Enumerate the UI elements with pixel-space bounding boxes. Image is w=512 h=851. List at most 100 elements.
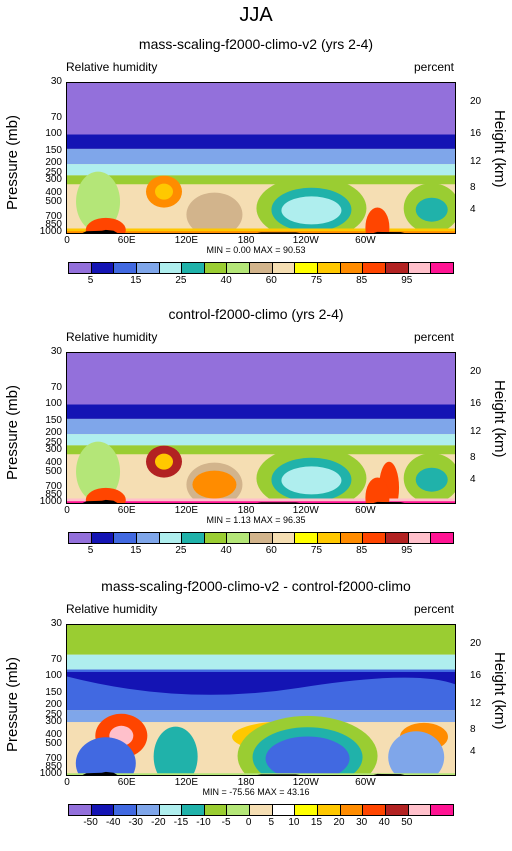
colorbar-label: 15 bbox=[310, 817, 323, 828]
panel-title: control-f2000-climo (yrs 2-4) bbox=[168, 306, 344, 322]
min-max-label: MIN = 1.13 MAX = 96.35 bbox=[206, 515, 306, 525]
colorbar-label: 25 bbox=[175, 275, 187, 286]
colorbar-swatch bbox=[91, 805, 115, 815]
panel-title: mass-scaling-f2000-climo-v2 - control-f2… bbox=[101, 578, 411, 594]
y-tick-label: 400 bbox=[45, 186, 62, 198]
field-contour bbox=[76, 441, 121, 502]
topography-shape bbox=[82, 499, 118, 503]
colorbar-label: 0 bbox=[245, 817, 252, 828]
field-band bbox=[67, 175, 455, 185]
field-band bbox=[67, 164, 455, 176]
y-tick-label: 30 bbox=[50, 346, 62, 357]
y-axis-title: Pressure (mb) bbox=[4, 384, 21, 480]
y2-axis-title: Height (km) bbox=[491, 652, 508, 730]
y-tick-label: 850 bbox=[45, 219, 62, 231]
colorbar-label: -50 bbox=[83, 817, 98, 828]
y2-tick-label: 12 bbox=[470, 156, 482, 168]
colorbar-swatch bbox=[204, 533, 228, 543]
colorbar-swatch bbox=[69, 533, 92, 543]
colorbar-swatch bbox=[295, 263, 319, 273]
colorbar-swatch bbox=[114, 263, 137, 273]
x-tick-label: 180 bbox=[237, 505, 255, 516]
y-tick-label: 850 bbox=[45, 761, 62, 773]
y-tick-label: 400 bbox=[45, 456, 62, 468]
contour-field bbox=[67, 83, 455, 233]
y-tick-label: 850 bbox=[45, 489, 62, 501]
y-tick-label: 500 bbox=[45, 196, 62, 208]
y-tick-label: 300 bbox=[45, 174, 62, 186]
x-tick-label: 120E bbox=[174, 777, 199, 788]
x-tick-label: 60W bbox=[355, 235, 376, 246]
field-contour bbox=[192, 470, 237, 499]
colorbar-swatch bbox=[272, 533, 296, 543]
colorbar-swatch bbox=[250, 263, 273, 273]
y2-tick-label: 20 bbox=[470, 96, 482, 108]
field-contour bbox=[415, 197, 448, 222]
units-label: percent bbox=[413, 330, 454, 344]
colorbar-swatch bbox=[408, 263, 432, 273]
colorbar bbox=[68, 532, 454, 544]
colorbar-label: 40 bbox=[220, 545, 232, 556]
topography-shape bbox=[373, 773, 405, 775]
y-tick-label: 100 bbox=[45, 669, 62, 681]
x-tick-label: 180 bbox=[237, 235, 255, 246]
colorbar-swatch bbox=[385, 805, 409, 815]
contour-field bbox=[67, 353, 455, 503]
y2-tick-label: 12 bbox=[470, 426, 482, 438]
colorbar-swatch bbox=[318, 263, 341, 273]
colorbar-label: -20 bbox=[151, 817, 166, 828]
y-tick-label: 70 bbox=[50, 382, 62, 394]
field-contour bbox=[75, 737, 136, 775]
boundary-layer-band bbox=[67, 773, 455, 775]
colorbar-label: 5 bbox=[268, 817, 275, 828]
contour-field bbox=[67, 625, 455, 775]
variable-label: Relative humidity bbox=[66, 330, 158, 344]
colorbar-label: -10 bbox=[196, 817, 211, 828]
boundary-layer-band bbox=[67, 228, 455, 233]
field-contour bbox=[186, 192, 243, 233]
colorbar-swatch bbox=[182, 533, 205, 543]
y-tick-label: 300 bbox=[45, 716, 62, 728]
y-tick-label: 500 bbox=[45, 466, 62, 478]
x-tick-label: 120E bbox=[174, 505, 199, 516]
y2-tick-label: 20 bbox=[470, 638, 482, 650]
colorbar-label: 85 bbox=[356, 275, 368, 286]
units-label: percent bbox=[413, 602, 454, 616]
colorbar bbox=[68, 804, 454, 816]
y2-axis-title: Height (km) bbox=[491, 110, 508, 188]
colorbar-swatch bbox=[272, 805, 296, 815]
colorbar-label: 95 bbox=[401, 545, 413, 556]
colorbar-swatch bbox=[363, 805, 386, 815]
field-contour bbox=[85, 487, 126, 503]
y2-tick-label: 20 bbox=[470, 366, 482, 378]
topography-shape bbox=[82, 229, 118, 233]
y-tick-label: 100 bbox=[45, 397, 62, 409]
x-tick-label: 60E bbox=[117, 235, 136, 246]
colorbar-swatch bbox=[182, 263, 205, 273]
colorbar-label: 60 bbox=[265, 545, 277, 556]
colorbar-swatch bbox=[227, 263, 251, 273]
y-tick-label: 700 bbox=[45, 752, 62, 764]
colorbar-swatch bbox=[363, 533, 386, 543]
colorbar-label: -40 bbox=[105, 817, 121, 828]
min-max-label: MIN = -75.56 MAX = 43.16 bbox=[202, 787, 310, 797]
y2-tick-label: 4 bbox=[470, 474, 476, 486]
y2-tick-label: 8 bbox=[470, 451, 476, 463]
field-contour bbox=[265, 736, 350, 775]
colorbar-label: 75 bbox=[310, 275, 323, 286]
colorbar-swatch bbox=[114, 805, 137, 815]
topography-shape bbox=[82, 771, 118, 775]
y-tick-label: 700 bbox=[45, 480, 62, 492]
colorbar-swatch bbox=[295, 533, 319, 543]
variable-label: Relative humidity bbox=[66, 60, 158, 74]
colorbar-swatch bbox=[204, 805, 228, 815]
x-tick-label: 120W bbox=[292, 505, 319, 516]
colorbar-swatch bbox=[114, 533, 137, 543]
field-contour bbox=[67, 671, 455, 695]
y-tick-label: 200 bbox=[45, 427, 62, 439]
colorbar-swatch bbox=[340, 533, 364, 543]
y-axis-title: Pressure (mb) bbox=[4, 656, 21, 752]
variable-label: Relative humidity bbox=[66, 602, 158, 616]
colorbar-swatch bbox=[159, 263, 183, 273]
colorbar-swatch bbox=[204, 263, 228, 273]
